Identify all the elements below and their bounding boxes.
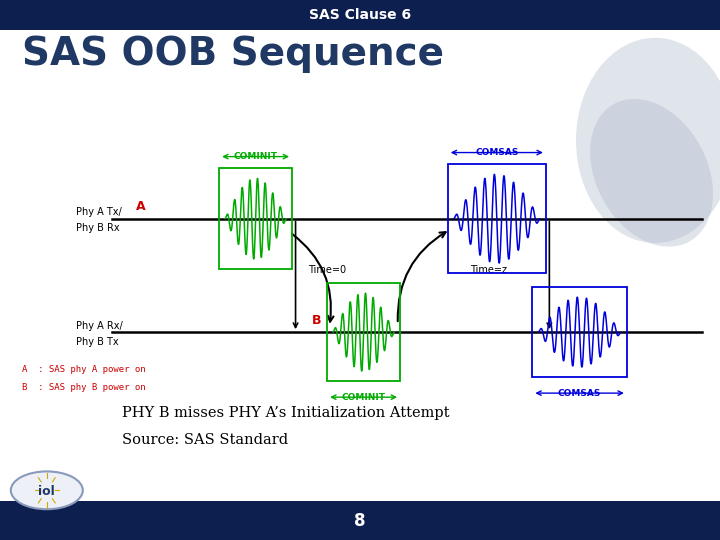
Text: Phy A Rx/: Phy A Rx/	[76, 321, 122, 330]
Text: Source: SAS Standard: Source: SAS Standard	[122, 433, 289, 447]
Text: Phy A Tx/: Phy A Tx/	[76, 207, 122, 217]
Text: COMSAS: COMSAS	[558, 389, 601, 397]
Text: SAS Clause 6: SAS Clause 6	[309, 8, 411, 22]
Text: Time=z: Time=z	[470, 265, 507, 275]
Text: COMINIT: COMINIT	[233, 152, 278, 161]
Text: COMSAS: COMSAS	[475, 148, 518, 157]
Text: iol: iol	[38, 485, 55, 498]
Text: Phy B Tx: Phy B Tx	[76, 337, 118, 347]
Text: Time=0: Time=0	[308, 265, 346, 275]
Text: A  : SAS phy A power on: A : SAS phy A power on	[22, 366, 145, 374]
Text: PHY B misses PHY A’s Initialization Attempt: PHY B misses PHY A’s Initialization Atte…	[122, 406, 450, 420]
Bar	[0, 501, 720, 540]
Text: A: A	[135, 200, 145, 213]
Bar	[533, 287, 627, 377]
Text: Phy B Rx: Phy B Rx	[76, 224, 120, 233]
Ellipse shape	[11, 471, 83, 509]
Ellipse shape	[590, 99, 713, 247]
Text: SAS OOB Sequence: SAS OOB Sequence	[22, 35, 444, 73]
Bar	[220, 168, 292, 269]
Bar	[0, 0, 720, 30]
Bar	[327, 283, 400, 381]
Ellipse shape	[576, 38, 720, 243]
Bar	[448, 164, 546, 273]
Text: COMINIT: COMINIT	[341, 393, 386, 402]
Text: 8: 8	[354, 511, 366, 530]
Text: B  : SAS phy B power on: B : SAS phy B power on	[22, 383, 145, 392]
Text: B: B	[312, 314, 322, 327]
